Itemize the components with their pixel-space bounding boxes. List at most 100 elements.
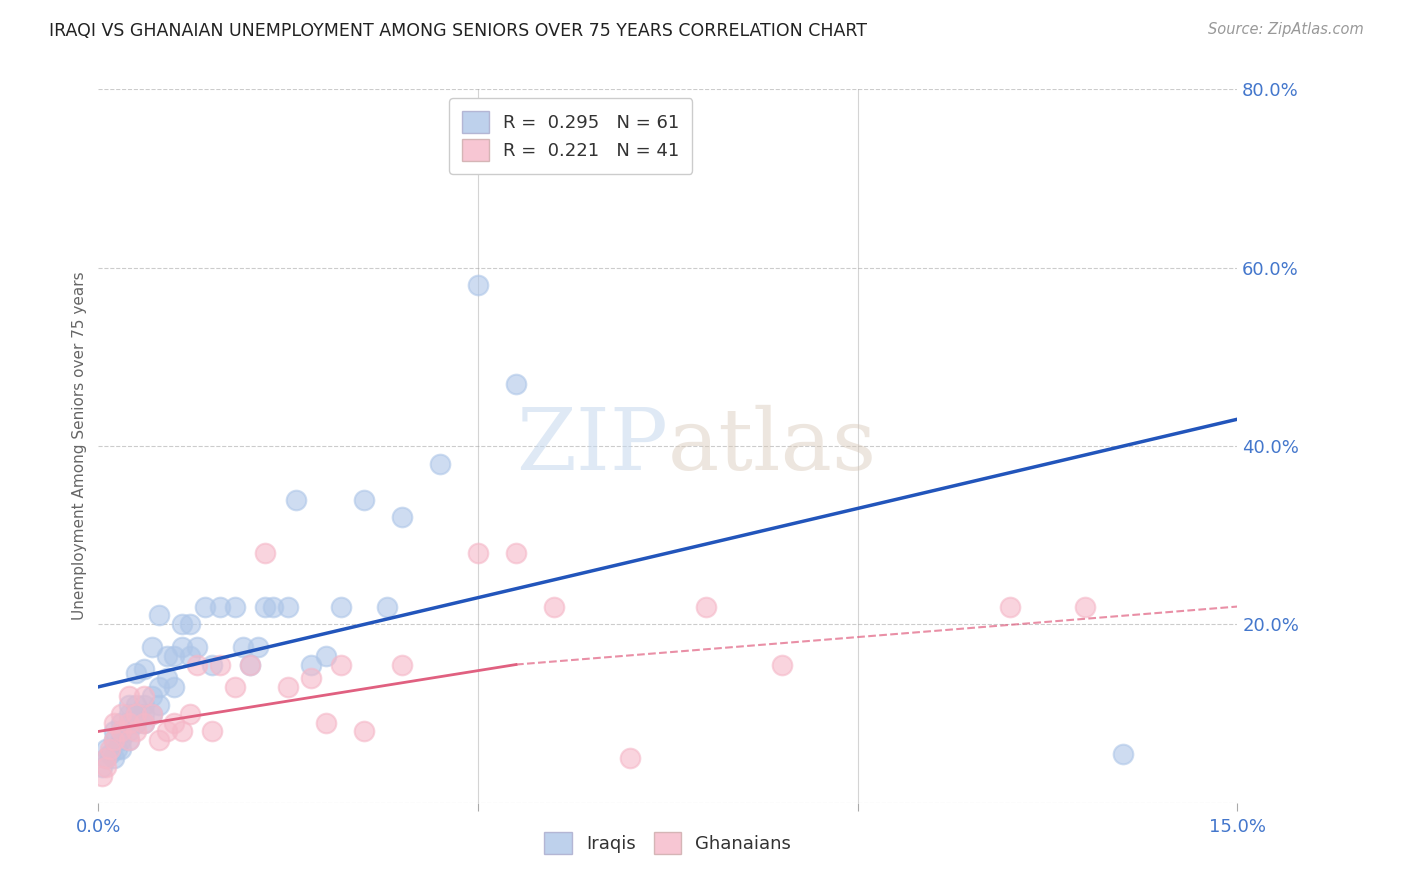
Point bbox=[132, 706, 155, 721]
Point bbox=[239, 657, 262, 672]
Text: Source: ZipAtlas.com: Source: ZipAtlas.com bbox=[1208, 22, 1364, 37]
Point bbox=[353, 492, 375, 507]
Legend: Iraqis, Ghanaians: Iraqis, Ghanaians bbox=[534, 822, 801, 865]
Point bbox=[201, 724, 224, 739]
Point bbox=[262, 599, 284, 614]
Point bbox=[125, 698, 148, 712]
Point bbox=[141, 689, 163, 703]
Point bbox=[118, 706, 141, 721]
Point bbox=[141, 640, 163, 654]
Point bbox=[110, 733, 132, 747]
Point bbox=[107, 742, 129, 756]
Point bbox=[467, 546, 489, 560]
Y-axis label: Unemployment Among Seniors over 75 years: Unemployment Among Seniors over 75 years bbox=[72, 272, 87, 620]
Point bbox=[110, 724, 132, 739]
Point bbox=[254, 546, 277, 560]
Point bbox=[94, 742, 117, 756]
Point bbox=[94, 751, 117, 765]
Point bbox=[330, 657, 353, 672]
Point bbox=[118, 698, 141, 712]
Point bbox=[186, 640, 208, 654]
Point bbox=[695, 599, 717, 614]
Point bbox=[132, 698, 155, 712]
Point bbox=[91, 769, 114, 783]
Point bbox=[277, 599, 299, 614]
Point bbox=[148, 698, 170, 712]
Point bbox=[94, 751, 117, 765]
Point bbox=[254, 599, 277, 614]
Point bbox=[98, 742, 121, 756]
Point bbox=[132, 715, 155, 730]
Point bbox=[125, 706, 148, 721]
Point bbox=[118, 733, 141, 747]
Point bbox=[998, 599, 1021, 614]
Point bbox=[148, 680, 170, 694]
Text: IRAQI VS GHANAIAN UNEMPLOYMENT AMONG SENIORS OVER 75 YEARS CORRELATION CHART: IRAQI VS GHANAIAN UNEMPLOYMENT AMONG SEN… bbox=[49, 22, 868, 40]
Point bbox=[208, 657, 231, 672]
Point bbox=[232, 640, 254, 654]
Point bbox=[125, 724, 148, 739]
Point bbox=[170, 640, 193, 654]
Point bbox=[103, 733, 125, 747]
Text: atlas: atlas bbox=[668, 404, 877, 488]
Point bbox=[299, 671, 322, 685]
Point bbox=[299, 657, 322, 672]
Point bbox=[375, 599, 398, 614]
Point bbox=[156, 648, 179, 663]
Point bbox=[156, 724, 179, 739]
Point bbox=[770, 657, 793, 672]
Point bbox=[163, 715, 186, 730]
Point bbox=[391, 657, 413, 672]
Point bbox=[91, 760, 114, 774]
Point bbox=[110, 742, 132, 756]
Point bbox=[170, 617, 193, 632]
Point bbox=[132, 715, 155, 730]
Point bbox=[118, 689, 141, 703]
Point bbox=[194, 599, 217, 614]
Point bbox=[505, 546, 527, 560]
Point bbox=[186, 657, 208, 672]
Point bbox=[103, 724, 125, 739]
Point bbox=[103, 715, 125, 730]
Point bbox=[543, 599, 565, 614]
Point bbox=[224, 599, 246, 614]
Point bbox=[1112, 747, 1135, 761]
Point bbox=[98, 747, 121, 761]
Point bbox=[110, 706, 132, 721]
Point bbox=[619, 751, 641, 765]
Point bbox=[353, 724, 375, 739]
Point bbox=[208, 599, 231, 614]
Point bbox=[201, 657, 224, 672]
Point bbox=[467, 278, 489, 293]
Point bbox=[391, 510, 413, 524]
Point bbox=[125, 666, 148, 681]
Point bbox=[156, 671, 179, 685]
Point bbox=[246, 640, 269, 654]
Point bbox=[429, 457, 451, 471]
Point bbox=[118, 715, 141, 730]
Point bbox=[110, 715, 132, 730]
Point bbox=[163, 648, 186, 663]
Point bbox=[179, 648, 201, 663]
Point bbox=[179, 706, 201, 721]
Point bbox=[132, 662, 155, 676]
Point bbox=[118, 724, 141, 739]
Point bbox=[330, 599, 353, 614]
Text: ZIP: ZIP bbox=[516, 404, 668, 488]
Point bbox=[315, 648, 337, 663]
Point bbox=[315, 715, 337, 730]
Point bbox=[110, 724, 132, 739]
Point bbox=[118, 715, 141, 730]
Point bbox=[505, 376, 527, 391]
Point bbox=[132, 689, 155, 703]
Point bbox=[141, 706, 163, 721]
Point bbox=[179, 617, 201, 632]
Point bbox=[284, 492, 307, 507]
Point bbox=[125, 706, 148, 721]
Point bbox=[103, 751, 125, 765]
Point bbox=[170, 724, 193, 739]
Point bbox=[1074, 599, 1097, 614]
Point bbox=[125, 715, 148, 730]
Point bbox=[163, 680, 186, 694]
Point bbox=[141, 706, 163, 721]
